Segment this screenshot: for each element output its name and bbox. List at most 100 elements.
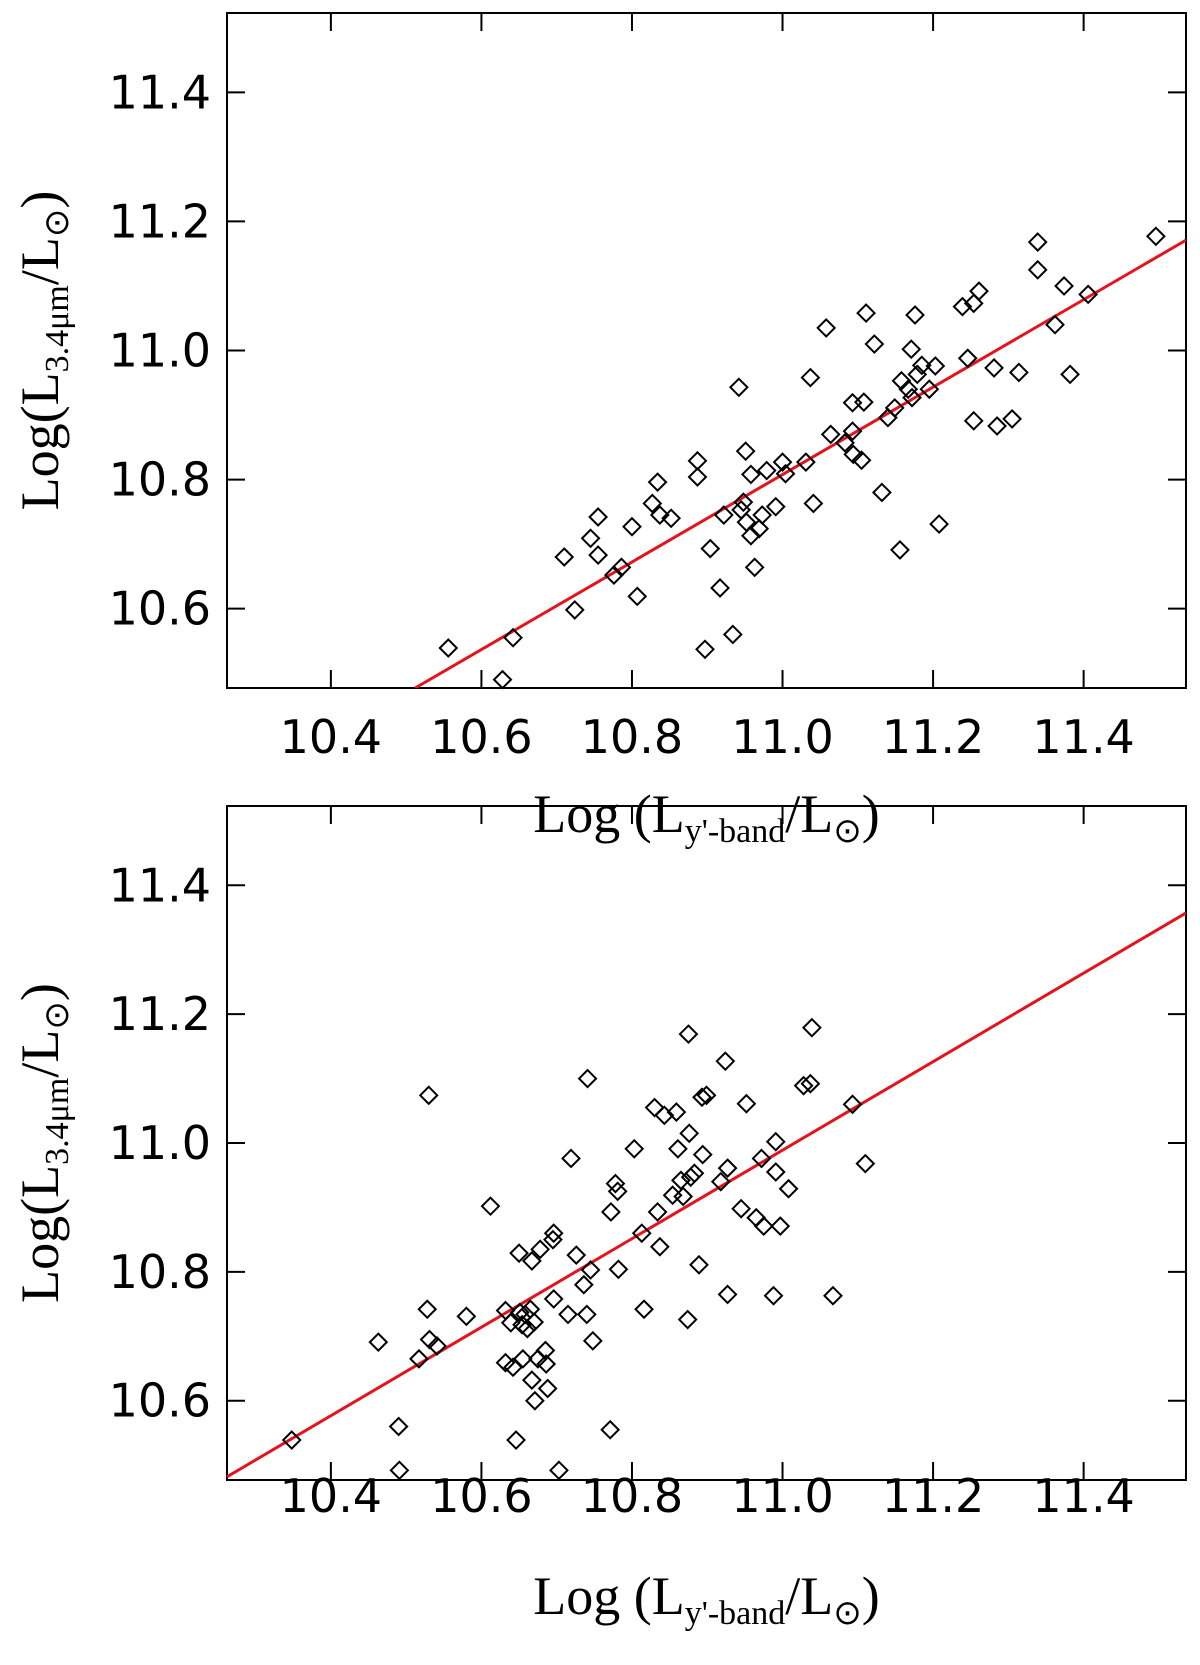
- x-axis-title-part: ): [862, 1566, 880, 1626]
- point: [901, 339, 922, 360]
- point: [905, 305, 925, 325]
- x-axis-title: Log (Ly'-band/L⊙): [533, 784, 879, 850]
- point: [389, 1460, 410, 1481]
- y-axis-title-part: ): [10, 983, 70, 1001]
- y-axis-title: Log(L3.4μm/L⊙): [10, 191, 76, 511]
- point: [695, 639, 715, 660]
- point: [728, 377, 749, 398]
- point: [677, 1309, 698, 1330]
- point: [736, 1093, 757, 1114]
- point: [957, 348, 978, 369]
- x-axis-title-part: Log (L: [533, 1566, 684, 1626]
- point: [603, 565, 624, 585]
- point: [775, 463, 796, 484]
- point: [456, 1306, 477, 1327]
- point: [902, 387, 922, 408]
- point: [634, 1299, 654, 1320]
- point: [751, 1148, 772, 1169]
- point: [756, 460, 777, 481]
- y-tick-label: 11.2: [109, 987, 211, 1041]
- point: [731, 499, 752, 520]
- point: [692, 1144, 713, 1165]
- point: [987, 416, 1007, 436]
- y-tick-label: 11.2: [109, 194, 211, 248]
- point: [506, 1430, 526, 1450]
- point: [778, 1178, 799, 1199]
- x-axis-title: Log (Ly'-band/L⊙): [533, 1566, 879, 1632]
- point: [649, 1236, 670, 1257]
- point: [622, 516, 642, 537]
- point: [890, 539, 910, 560]
- point: [731, 1198, 752, 1219]
- point: [891, 370, 912, 391]
- point: [573, 1274, 594, 1295]
- point: [427, 1336, 447, 1356]
- point: [524, 1312, 545, 1333]
- point: [823, 1285, 843, 1306]
- plot-frame: [226, 805, 1187, 1481]
- point: [543, 1289, 564, 1309]
- point: [684, 1163, 705, 1184]
- y-axis-title-part: /L: [10, 1030, 70, 1078]
- point: [842, 1094, 863, 1115]
- point: [1002, 408, 1023, 429]
- point: [864, 334, 885, 354]
- point: [851, 450, 872, 471]
- point: [580, 1260, 601, 1280]
- point: [1054, 276, 1074, 296]
- point: [800, 367, 821, 388]
- point: [608, 1259, 629, 1280]
- point: [607, 1181, 628, 1202]
- point: [763, 1285, 784, 1306]
- x-tick-label: 11.2: [882, 710, 984, 764]
- point: [689, 1254, 709, 1275]
- point: [530, 1239, 551, 1260]
- point: [679, 1123, 700, 1144]
- point: [1145, 226, 1166, 247]
- point: [687, 450, 708, 471]
- point: [600, 1202, 621, 1222]
- point: [509, 1243, 529, 1264]
- plot-frame: [226, 12, 1187, 689]
- y-axis-title-part: ⊙: [39, 1001, 76, 1030]
- point: [492, 669, 513, 690]
- point: [666, 1102, 687, 1122]
- point: [853, 392, 874, 413]
- point: [558, 1304, 578, 1325]
- point: [561, 1148, 581, 1169]
- point: [605, 1173, 626, 1194]
- point: [765, 496, 786, 517]
- point: [654, 1105, 675, 1126]
- point: [722, 624, 743, 645]
- point: [549, 1460, 569, 1481]
- point: [843, 444, 864, 465]
- point: [842, 421, 863, 442]
- panel: 10.610.811.011.211.410.4 10.6 10.8 11.0 11.2…: [10, 805, 1187, 1632]
- point: [537, 1378, 558, 1399]
- point: [710, 1171, 731, 1192]
- point: [800, 1073, 821, 1094]
- point: [744, 557, 765, 578]
- point: [647, 1202, 668, 1222]
- point: [647, 472, 668, 493]
- point: [898, 379, 919, 400]
- point: [438, 638, 459, 658]
- point: [409, 1348, 429, 1369]
- point: [911, 355, 932, 376]
- point: [925, 356, 946, 376]
- point: [611, 557, 632, 578]
- point: [1027, 259, 1048, 280]
- point: [770, 1216, 791, 1237]
- point: [765, 1162, 786, 1182]
- x-axis-title-part: Log (L: [533, 784, 684, 844]
- x-axis-title-part: /L: [785, 1566, 833, 1626]
- x-tick-label: 10.8: [581, 710, 683, 764]
- point: [521, 1251, 542, 1271]
- point: [577, 1068, 598, 1089]
- point: [649, 505, 670, 525]
- point: [740, 464, 761, 485]
- point: [388, 1416, 409, 1437]
- point: [696, 1085, 717, 1106]
- point: [667, 1138, 688, 1159]
